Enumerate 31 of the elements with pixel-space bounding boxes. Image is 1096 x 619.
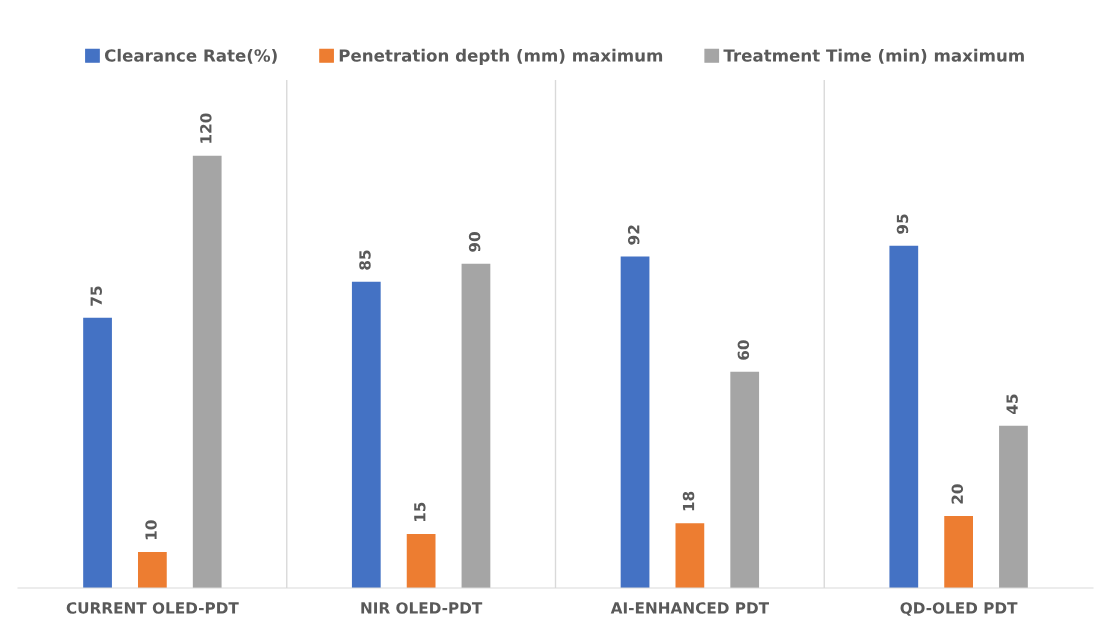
data-label: 45 bbox=[1006, 394, 1018, 415]
bar bbox=[730, 371, 760, 588]
data-label: 85 bbox=[359, 250, 371, 270]
x-tick-label: CURRENT OLED-PDT bbox=[66, 602, 239, 614]
data-label: 10 bbox=[145, 520, 157, 540]
bar bbox=[192, 155, 222, 588]
bar bbox=[461, 263, 491, 588]
bar bbox=[999, 425, 1028, 588]
data-label: 92 bbox=[627, 225, 640, 245]
data-label: 60 bbox=[737, 340, 750, 360]
bar bbox=[351, 281, 381, 588]
legend-label: Treatment Time (min) maximum bbox=[723, 48, 1024, 64]
bar bbox=[675, 523, 705, 588]
bar bbox=[944, 515, 973, 588]
data-label: 18 bbox=[682, 491, 695, 511]
legend-label: Penetration depth (mm) maximum bbox=[339, 48, 663, 65]
bar bbox=[889, 245, 919, 588]
data-label: 90 bbox=[468, 232, 481, 252]
data-label: 95 bbox=[896, 214, 909, 234]
bar bbox=[406, 533, 436, 588]
x-tick-label: AI-ENHANCED PDT bbox=[610, 602, 769, 614]
bar bbox=[83, 317, 112, 588]
data-label: 120 bbox=[200, 113, 212, 143]
x-tick-label: NIR OLED-PDT bbox=[361, 602, 483, 614]
legend-label: Clearance Rate(%) bbox=[104, 48, 277, 64]
bar bbox=[620, 256, 650, 588]
data-label: 75 bbox=[90, 286, 102, 306]
data-label: 20 bbox=[951, 484, 964, 504]
data-label: 15 bbox=[414, 502, 426, 522]
bar bbox=[138, 551, 167, 588]
x-tick-label: QD-OLED PDT bbox=[900, 602, 1018, 616]
